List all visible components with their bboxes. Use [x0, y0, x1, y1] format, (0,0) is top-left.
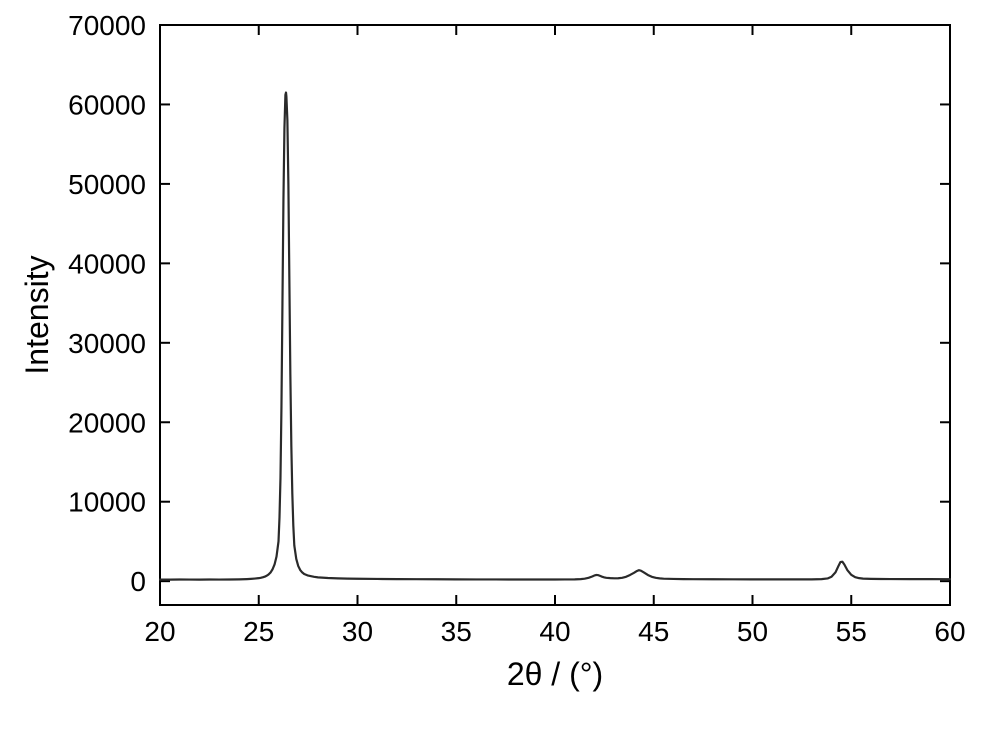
y-tick-label: 70000 [68, 10, 146, 41]
x-tick-label: 40 [539, 616, 570, 647]
y-tick-label: 50000 [68, 169, 146, 200]
x-tick-label: 20 [144, 616, 175, 647]
x-tick-label: 35 [441, 616, 472, 647]
xrd-chart: 20 25 30 35 40 45 50 55 60 0 10000 20000 30000 40000 5… [0, 0, 1000, 746]
x-tick-label: 55 [836, 616, 867, 647]
y-tick-label: 60000 [68, 89, 146, 120]
x-tick-label: 60 [934, 616, 965, 647]
x-tick-label: 25 [243, 616, 274, 647]
x-tick-label: 45 [638, 616, 669, 647]
y-tick-label: 10000 [68, 487, 146, 518]
x-tick-label: 30 [342, 616, 373, 647]
x-tick-label: 50 [737, 616, 768, 647]
xrd-chart-container: 20 25 30 35 40 45 50 55 60 0 10000 20000 30000 40000 5… [0, 0, 1000, 746]
y-tick-label: 0 [130, 566, 146, 597]
y-tick-label: 20000 [68, 407, 146, 438]
y-axis-label: Intensity [19, 255, 55, 374]
y-tick-label: 30000 [68, 328, 146, 359]
x-axis-label: 2θ / (°) [507, 656, 603, 692]
y-tick-label: 40000 [68, 248, 146, 279]
